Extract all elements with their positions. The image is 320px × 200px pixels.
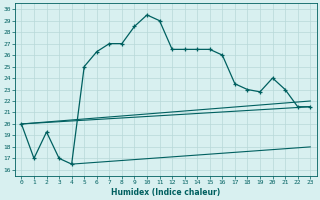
X-axis label: Humidex (Indice chaleur): Humidex (Indice chaleur) <box>111 188 220 197</box>
